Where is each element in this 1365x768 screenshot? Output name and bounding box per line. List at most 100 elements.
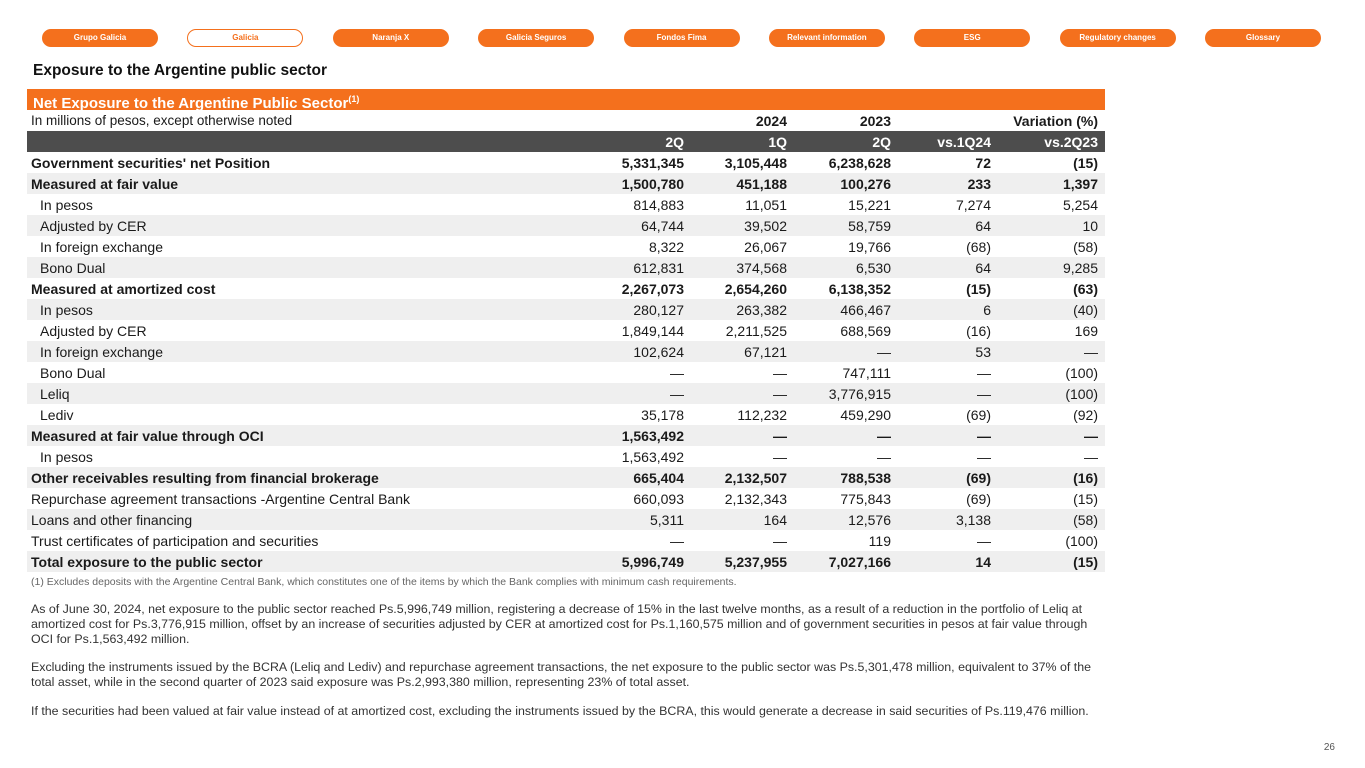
row-label: Measured at fair value (31, 175, 179, 192)
row-value: 14 (975, 553, 991, 570)
column-header-vs2q23: vs.2Q23 (1044, 133, 1099, 150)
row-value: 688,569 (840, 322, 891, 339)
row-value: (100) (1065, 385, 1099, 402)
row-value: — (977, 532, 991, 549)
row-value: — (1084, 343, 1099, 360)
row-value: — (977, 448, 991, 465)
row-value: — (977, 385, 991, 402)
row-value: 5,331,345 (621, 154, 684, 171)
nav-galicia[interactable]: Galicia (187, 29, 304, 47)
row-value: — (773, 385, 787, 402)
column-header-empty (27, 131, 587, 152)
exposure-table: In millions of pesos, except otherwise n… (27, 110, 1106, 572)
nav-fondos-fima[interactable]: Fondos Fima (623, 29, 740, 47)
row-value: 8,322 (648, 238, 684, 255)
row-value: 11,051 (745, 196, 787, 213)
nav-grupo-galicia[interactable]: Grupo Galicia (42, 29, 158, 47)
row-label: Lediv (40, 406, 74, 423)
row-label: In pesos (40, 448, 93, 465)
nav-naranja-x[interactable]: Naranja X (332, 29, 449, 47)
row-value: 2,211,525 (725, 322, 787, 339)
row-label: Total exposure to the public sector (31, 553, 263, 570)
row-value: (69) (966, 490, 991, 507)
table-row: Measured at fair value through OCI 1,563,… (27, 425, 1106, 446)
row-label: Trust certificates of participation and … (31, 532, 319, 549)
table-row: In pesos 280,127 263,382 466,467 6 (40) (27, 299, 1106, 320)
table-row: Leliq — — 3,776,915 — (100) (27, 383, 1106, 404)
nav-glossary[interactable]: Glossary (1205, 29, 1321, 47)
row-value: 459,290 (840, 406, 891, 423)
row-label: Loans and other financing (31, 511, 193, 528)
row-label: In pesos (40, 196, 93, 213)
nav-galicia-seguros[interactable]: Galicia Seguros (478, 29, 595, 47)
nav-esg[interactable]: ESG (914, 29, 1031, 47)
row-label: Repurchase agreement transactions -Argen… (31, 490, 410, 507)
row-value: (15) (1073, 490, 1099, 507)
row-value: (63) (1073, 280, 1099, 297)
row-value: 64 (975, 217, 991, 234)
row-value: 64,744 (641, 217, 684, 234)
row-value: 10 (1082, 217, 1099, 234)
row-value: (58) (1073, 511, 1099, 528)
nav-regulatory-changes[interactable]: Regulatory changes (1059, 29, 1176, 47)
row-value: 64 (975, 259, 991, 276)
row-value: (100) (1065, 364, 1099, 381)
row-value: — (977, 427, 991, 444)
row-label: Government securities' net Position (31, 154, 271, 171)
paragraph-2: Excluding the instruments issued by the … (31, 660, 1092, 690)
row-value: — (670, 532, 684, 549)
row-value: 1,849,144 (621, 322, 684, 339)
row-value: 19,766 (848, 238, 891, 255)
table-row: Repurchase agreement transactions -Argen… (27, 488, 1105, 509)
table-banner: Net Exposure to the Argentine Public Sec… (27, 89, 1105, 112)
row-value: 35,178 (641, 406, 684, 423)
row-value: 58,759 (848, 217, 891, 234)
row-value: 1,563,492 (621, 448, 684, 465)
row-value: (15) (966, 280, 991, 297)
row-value: 5,996,749 (621, 553, 684, 570)
table-row: Bono Dual 612,831 374,568 6,530 64 9,285 (27, 257, 1106, 278)
footnote: (1) Excludes deposits with the Argentine… (31, 576, 737, 588)
nav-relevant-information[interactable]: Relevant information (768, 29, 885, 47)
table-row: Measured at amortized cost 2,267,073 2,654… (27, 278, 1105, 299)
row-value: 2,267,073 (621, 280, 684, 297)
row-value: 3,138 (955, 511, 991, 528)
row-value: (40) (1073, 301, 1099, 318)
row-value: (15) (1073, 553, 1099, 570)
row-value: 72 (975, 154, 991, 171)
paragraph-1: As of June 30, 2024, net exposure to the… (31, 602, 1088, 646)
row-value: 7,027,166 (828, 553, 891, 570)
year-header-2023: 2023 (859, 112, 891, 129)
exposure-section: Net Exposure to the Argentine Public Sec… (27, 89, 1106, 719)
row-value: — (877, 343, 891, 360)
row-value: (92) (1073, 406, 1099, 423)
column-header-row: 2Q 1Q 2Q vs.1Q24 vs.2Q23 (27, 131, 1106, 152)
paragraph-3: If the securities had been valued at fai… (31, 703, 1089, 718)
row-value: 2,132,343 (724, 490, 787, 507)
table-row: Lediv 35,178 112,232 459,290 (69) (92) (27, 404, 1105, 425)
row-value: 12,576 (848, 511, 891, 528)
row-value: 1,563,492 (621, 427, 684, 444)
row-value: 164 (763, 511, 787, 528)
row-value: 5,311 (650, 511, 684, 528)
row-value: 660,093 (633, 490, 684, 507)
row-value: 169 (1074, 322, 1099, 339)
row-label: Measured at amortized cost (31, 280, 216, 297)
row-label: Adjusted by CER (40, 217, 147, 234)
row-value: 466,467 (840, 301, 891, 318)
table-row: In pesos 1,563,492 — — — — (27, 446, 1105, 467)
row-value: (15) (1073, 154, 1099, 171)
row-value: 6,238,628 (828, 154, 891, 171)
row-value: 6,138,352 (828, 280, 891, 297)
table-subtitle: In millions of pesos, except otherwise n… (31, 113, 293, 128)
row-label: In foreign exchange (40, 238, 163, 255)
period-header-row: In millions of pesos, except otherwise n… (27, 110, 1105, 131)
row-value: 5,237,955 (724, 553, 787, 570)
row-value: 280,127 (633, 301, 684, 318)
row-value: — (773, 427, 787, 444)
row-label: In foreign exchange (40, 343, 163, 360)
row-label: Leliq (40, 385, 70, 402)
row-value: 119 (868, 532, 891, 549)
table-row: In foreign exchange 8,322 26,067 19,766 (68)… (27, 236, 1105, 257)
row-value: 7,274 (955, 196, 991, 213)
